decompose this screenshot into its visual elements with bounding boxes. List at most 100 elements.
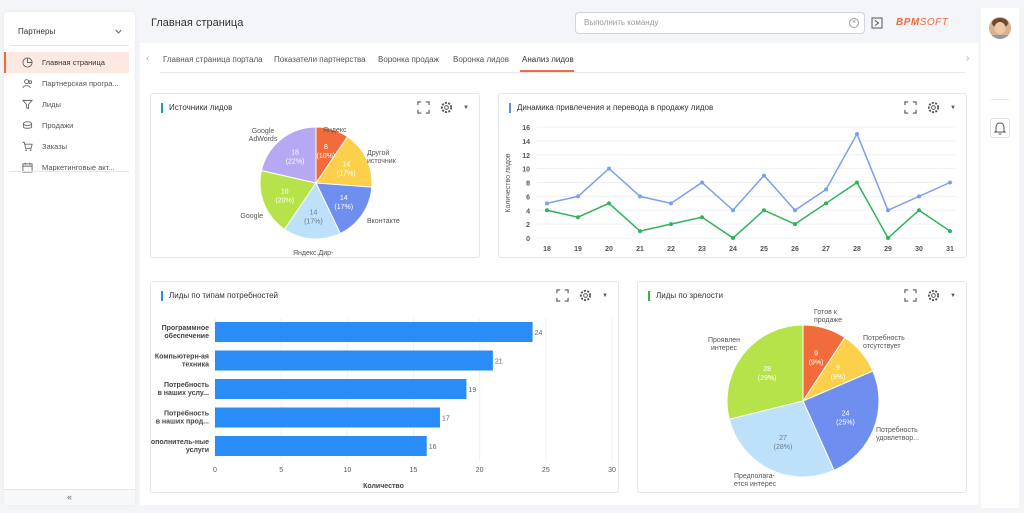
data-point[interactable] xyxy=(886,236,890,240)
data-point[interactable] xyxy=(607,166,611,171)
slice-category-label: Вконтакте xyxy=(367,218,400,225)
tabs-scroll-left-icon[interactable]: ‹ xyxy=(146,53,150,64)
slice-pct-label: (28%) xyxy=(774,444,793,451)
sidebar-item-label: Заказы xyxy=(42,142,68,151)
pie-slice[interactable] xyxy=(726,324,804,420)
expand-icon[interactable] xyxy=(556,289,569,302)
data-point[interactable] xyxy=(948,180,952,185)
sidebar-item-partner-program[interactable]: Партнерская програ... xyxy=(4,73,129,94)
slice-category-label: Другой источник xyxy=(367,149,397,165)
data-point[interactable] xyxy=(545,208,549,213)
slice-value-label: 14 xyxy=(342,161,350,168)
data-point[interactable] xyxy=(793,208,797,213)
x-tick-label: 29 xyxy=(884,246,892,253)
pie-slice[interactable] xyxy=(283,182,341,240)
settings-gear-icon[interactable] xyxy=(927,289,940,302)
data-point[interactable] xyxy=(700,180,704,185)
bar[interactable] xyxy=(215,322,533,342)
bar[interactable] xyxy=(215,407,440,428)
data-point[interactable] xyxy=(700,215,704,220)
settings-gear-icon[interactable] xyxy=(579,289,592,302)
data-point[interactable] xyxy=(731,236,735,240)
x-tick-label: 22 xyxy=(667,246,675,253)
sidebar-item-leads[interactable]: Лиды xyxy=(4,94,129,115)
x-tick-label: 30 xyxy=(915,246,923,253)
panel-leads-by-needs: Лиды по типам потребностей ▼ 0 5 10 15 20 25 3… xyxy=(150,281,619,493)
y-tick-label: 8 xyxy=(526,181,530,188)
data-point[interactable] xyxy=(762,208,766,213)
settings-gear-icon[interactable] xyxy=(927,101,940,114)
data-point[interactable] xyxy=(824,201,828,206)
logo-light: SOFT xyxy=(919,17,949,28)
data-point[interactable] xyxy=(545,201,549,206)
pie-slice[interactable] xyxy=(315,136,373,188)
tab-sales-funnel[interactable]: Воронка продаж xyxy=(378,55,439,64)
expand-icon[interactable] xyxy=(904,289,917,302)
sidebar-section-title: Партнеры xyxy=(18,27,56,36)
x-tick-label: 18 xyxy=(543,246,551,253)
caret-down-icon[interactable]: ▼ xyxy=(463,104,469,111)
chevron-down-icon[interactable] xyxy=(114,27,123,36)
lead-sources-pie-chart: 8 (10%) Яндекс 14 (17%) Другой источник 14 (17%)… xyxy=(240,126,400,257)
pie-slice[interactable] xyxy=(802,370,880,472)
data-point[interactable] xyxy=(917,194,921,199)
sidebar-section-header[interactable]: Партнеры xyxy=(10,18,129,46)
tab-portal-home[interactable]: Главная страница портала xyxy=(163,55,263,64)
x-tick-label: 25 xyxy=(760,246,768,253)
sidebar-collapse-button[interactable]: « xyxy=(4,489,135,505)
pie-slice[interactable] xyxy=(315,182,373,235)
y-category-label: Потребность в наших прод... xyxy=(156,410,210,426)
pie-slice[interactable] xyxy=(259,169,317,230)
x-tick-label: 31 xyxy=(946,246,954,253)
sidebar-item-sales[interactable]: Продажи xyxy=(4,115,129,136)
tab-partnership-metrics[interactable]: Показатели партнерства xyxy=(274,55,366,64)
caret-down-icon[interactable]: ▼ xyxy=(950,104,956,111)
caret-down-icon[interactable]: ▼ xyxy=(950,292,956,299)
sidebar-item-home[interactable]: Главная страница xyxy=(4,52,129,73)
bar[interactable] xyxy=(215,436,427,456)
sidebar-item-marketing[interactable]: Маркетинговые акт... xyxy=(4,157,129,178)
pie-slice[interactable] xyxy=(728,400,835,478)
data-point[interactable] xyxy=(824,187,828,192)
avatar[interactable] xyxy=(989,17,1011,39)
data-point[interactable] xyxy=(669,201,673,206)
data-point[interactable] xyxy=(669,222,673,227)
settings-gear-icon[interactable] xyxy=(440,101,453,114)
data-point[interactable] xyxy=(855,180,859,185)
clear-icon[interactable]: × xyxy=(849,18,859,28)
tabs-scroll-right-icon[interactable]: › xyxy=(966,53,970,64)
data-point[interactable] xyxy=(576,215,580,220)
data-point[interactable] xyxy=(855,131,859,136)
pie-slice[interactable] xyxy=(260,126,317,184)
data-point[interactable] xyxy=(948,229,952,234)
run-command-icon[interactable] xyxy=(871,17,883,29)
bell-icon xyxy=(993,122,1007,135)
tab-leads-analysis[interactable]: Анализ лидов xyxy=(522,55,574,64)
tab-leads-funnel[interactable]: Воронка лидов xyxy=(453,55,509,64)
sidebar-item-orders[interactable]: Заказы xyxy=(4,136,129,157)
sidebar-item-label: Маркетинговые акт... xyxy=(42,163,115,172)
bar[interactable] xyxy=(215,379,467,399)
panel-leads-by-maturity: Лиды по зрелости ▼ 9 (9%) Готов к продаже 9 (… xyxy=(637,281,967,493)
data-point[interactable] xyxy=(576,194,580,199)
data-point[interactable] xyxy=(793,222,797,227)
slice-value-label: 9 xyxy=(836,365,840,372)
bar[interactable] xyxy=(215,350,493,371)
expand-icon[interactable] xyxy=(417,101,430,114)
caret-down-icon[interactable]: ▼ xyxy=(602,292,608,299)
data-point[interactable] xyxy=(607,201,611,206)
page-title: Главная страница xyxy=(151,17,244,29)
data-point[interactable] xyxy=(731,208,735,213)
data-point[interactable] xyxy=(638,194,642,199)
slice-pct-label: (9%) xyxy=(809,359,824,366)
slice-value-label: 18 xyxy=(291,150,299,157)
expand-icon[interactable] xyxy=(904,101,917,114)
slice-value-label: 28 xyxy=(763,366,771,373)
notifications-button[interactable] xyxy=(990,118,1010,138)
data-point[interactable] xyxy=(886,208,890,213)
data-point[interactable] xyxy=(638,229,642,234)
data-point[interactable] xyxy=(917,208,921,213)
command-input[interactable]: Выполнить команду × xyxy=(575,12,865,34)
data-point[interactable] xyxy=(762,173,766,178)
